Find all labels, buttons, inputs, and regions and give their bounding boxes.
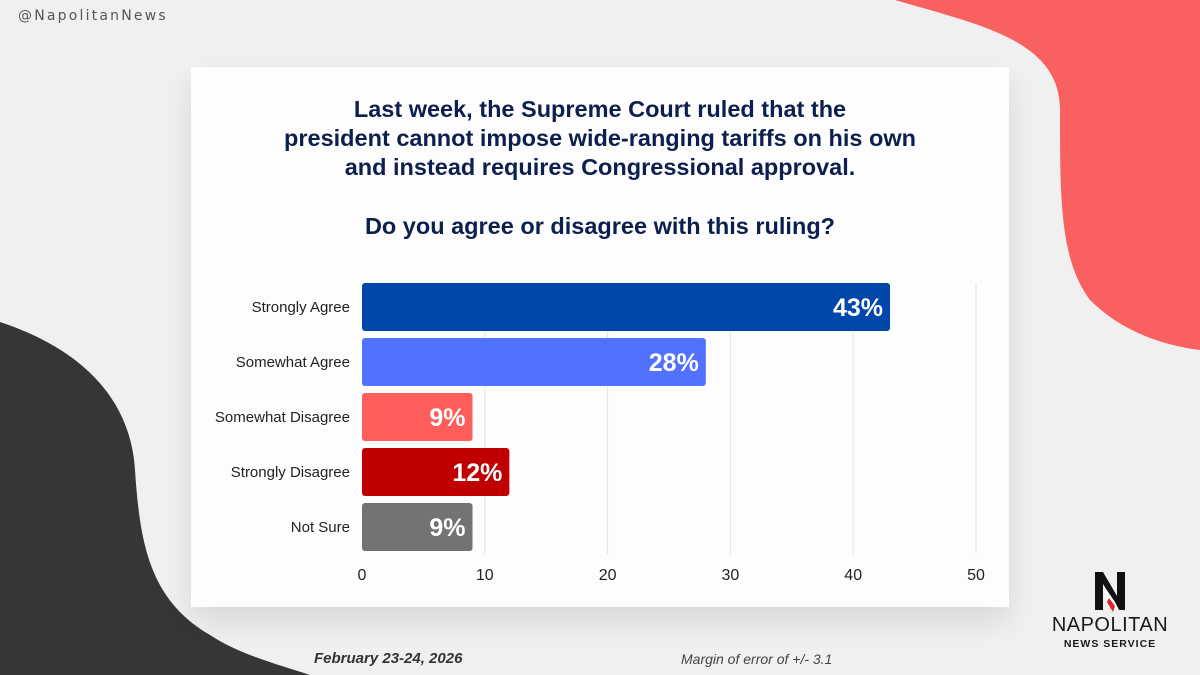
category-label: Strongly Agree bbox=[252, 299, 350, 316]
title-line: Last week, the Supreme Court ruled that … bbox=[353, 96, 847, 122]
category-label: Somewhat Disagree bbox=[215, 409, 350, 426]
chart-title: Last week, the Supreme Court ruled that … bbox=[191, 95, 1009, 182]
x-tick-label: 10 bbox=[476, 567, 494, 584]
category-label: Somewhat Agree bbox=[236, 354, 350, 371]
bar-value-label: 28% bbox=[649, 349, 699, 377]
bar-value-label: 9% bbox=[429, 404, 465, 432]
category-labels: Strongly Agree Somewhat Agree Somewhat Dis… bbox=[215, 299, 350, 536]
bar-value-label: 12% bbox=[452, 459, 502, 487]
x-axis-ticks: 0 10 20 30 40 50 bbox=[358, 567, 985, 584]
logo-subtitle: NEWS SERVICE bbox=[1063, 638, 1157, 650]
x-tick-label: 20 bbox=[599, 567, 617, 584]
bar bbox=[362, 393, 473, 441]
chart-card: Last week, the Supreme Court ruled that … bbox=[191, 67, 1009, 607]
napolitan-n-icon bbox=[1095, 572, 1125, 612]
bar bbox=[362, 503, 473, 551]
bar-value-label: 9% bbox=[429, 514, 465, 542]
x-tick-label: 40 bbox=[844, 567, 862, 584]
x-tick-label: 50 bbox=[967, 567, 985, 584]
bars: 43% 28% 9% 12% 9% bbox=[362, 283, 891, 551]
bar-chart: 43% 28% 9% 12% 9% Strongly Agree Somewhat Agr… bbox=[215, 283, 985, 584]
social-handle: @NapolitanNews bbox=[18, 8, 168, 24]
margin-of-error: Margin of error of +/- 3.1 bbox=[681, 651, 833, 667]
title-line: president cannot impose wide-ranging tar… bbox=[284, 125, 916, 151]
chart-question: Do you agree or disagree with this rulin… bbox=[364, 213, 836, 239]
category-label: Not Sure bbox=[291, 519, 350, 536]
poll-date: February 23-24, 2026 bbox=[314, 650, 463, 667]
bar bbox=[362, 448, 510, 496]
x-tick-label: 0 bbox=[358, 567, 367, 584]
x-tick-label: 30 bbox=[722, 567, 740, 584]
category-label: Strongly Disagree bbox=[231, 464, 350, 481]
dark-wave-shape bbox=[0, 322, 310, 675]
napolitan-logo: NAPOLITAN NEWS SERVICE bbox=[1040, 566, 1180, 666]
title-line: and instead requires Congressional appro… bbox=[344, 154, 856, 180]
bar-value-label: 43% bbox=[833, 294, 883, 322]
coral-wave-shape bbox=[895, 0, 1200, 350]
logo-name: NAPOLITAN bbox=[1051, 614, 1169, 636]
bar bbox=[362, 283, 891, 331]
bar bbox=[362, 338, 706, 386]
